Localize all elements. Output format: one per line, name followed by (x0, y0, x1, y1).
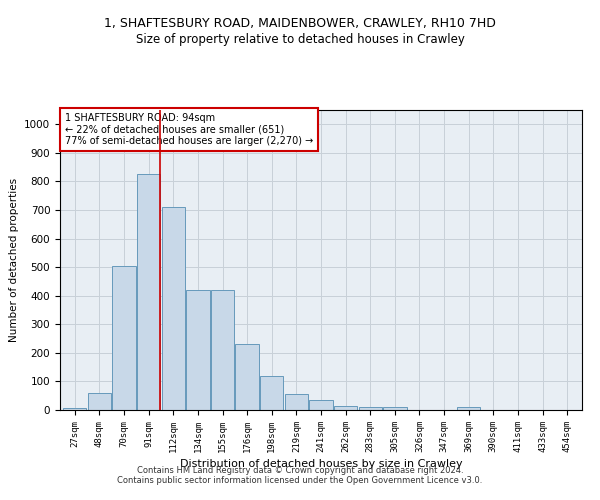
Text: 1, SHAFTESBURY ROAD, MAIDENBOWER, CRAWLEY, RH10 7HD: 1, SHAFTESBURY ROAD, MAIDENBOWER, CRAWLE… (104, 18, 496, 30)
Text: 1 SHAFTESBURY ROAD: 94sqm
← 22% of detached houses are smaller (651)
77% of semi: 1 SHAFTESBURY ROAD: 94sqm ← 22% of detac… (65, 113, 313, 146)
Bar (284, 394, 308, 410)
Bar (63, 408, 86, 410)
Text: Contains HM Land Registry data © Crown copyright and database right 2024.
Contai: Contains HM Land Registry data © Crown c… (118, 466, 482, 485)
Y-axis label: Number of detached properties: Number of detached properties (8, 178, 19, 342)
Text: Size of property relative to detached houses in Crawley: Size of property relative to detached ho… (136, 32, 464, 46)
Bar (260, 376, 283, 410)
Bar (137, 174, 160, 410)
X-axis label: Distribution of detached houses by size in Crawley: Distribution of detached houses by size … (179, 459, 463, 469)
Bar (359, 407, 382, 410)
Bar (112, 266, 136, 410)
Bar (88, 393, 111, 410)
Bar (186, 290, 209, 410)
Bar (211, 290, 234, 410)
Bar (334, 406, 358, 410)
Bar (383, 407, 407, 410)
Bar (310, 400, 332, 410)
Bar (161, 207, 185, 410)
Bar (235, 344, 259, 410)
Bar (457, 407, 481, 410)
